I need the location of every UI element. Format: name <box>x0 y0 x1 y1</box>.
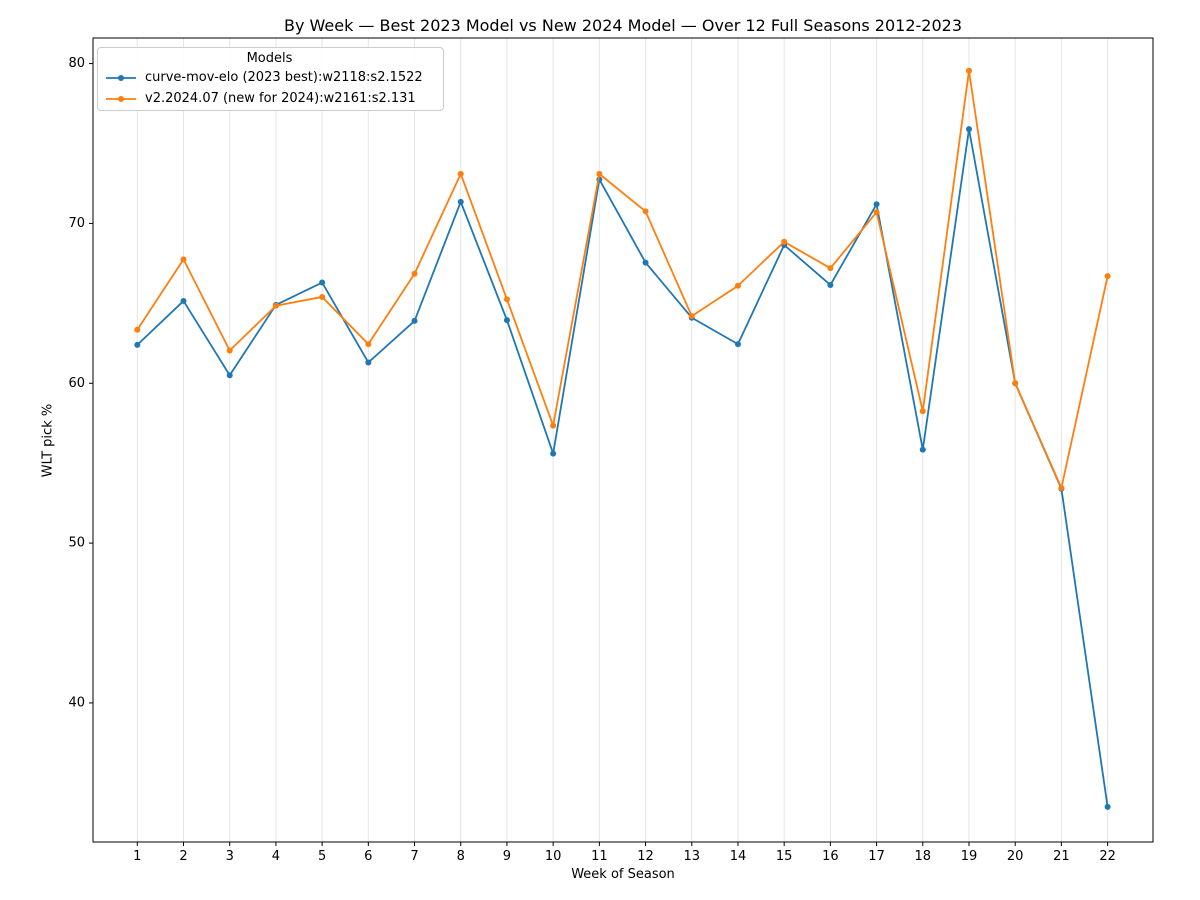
x-tick-label: 14 <box>730 849 747 864</box>
data-point-marker <box>550 450 557 457</box>
legend: Models curve-mov-elo (2023 best):w2118:s… <box>97 47 444 111</box>
legend-label-series-1: v2.2024.07 (new for 2024):w2161:s2.131 <box>145 91 416 106</box>
data-point-marker <box>827 281 834 288</box>
legend-title: Models <box>246 51 293 66</box>
x-tick-label: 19 <box>961 849 978 864</box>
chart-title: By Week — Best 2023 Model vs New 2024 Mo… <box>283 16 963 35</box>
x-tick-label: 9 <box>503 849 511 864</box>
data-point-marker <box>272 302 279 309</box>
plot-frame <box>92 37 1154 843</box>
x-tick-label: 17 <box>868 849 885 864</box>
series-line-1 <box>136 69 1109 489</box>
x-tick-label: 6 <box>364 849 372 864</box>
data-point-marker <box>365 341 372 348</box>
data-point-marker <box>1104 273 1111 280</box>
x-tick-label: 8 <box>457 849 465 864</box>
data-point-marker <box>226 347 233 354</box>
gridlines-layer <box>136 38 1109 842</box>
data-point-marker <box>873 201 880 208</box>
data-point-marker <box>319 279 326 286</box>
data-point-marker <box>411 317 418 324</box>
y-tick-label: 40 <box>68 695 85 710</box>
x-tick-label: 12 <box>637 849 654 864</box>
data-point-marker <box>734 282 741 289</box>
data-series-layer <box>134 67 1111 810</box>
data-point-marker <box>503 317 510 324</box>
data-point-marker <box>781 238 788 245</box>
data-point-marker <box>180 256 187 263</box>
x-tick-label: 11 <box>591 849 608 864</box>
legend-entry-series-1: v2.2024.07 (new for 2024):w2161:s2.131 <box>104 88 435 109</box>
data-point-marker <box>411 270 418 277</box>
data-point-marker <box>642 259 649 266</box>
y-tick-label: 50 <box>68 536 85 551</box>
x-tick-label: 20 <box>1007 849 1024 864</box>
data-point-marker <box>134 326 141 333</box>
x-tick-label: 3 <box>226 849 234 864</box>
data-point-marker <box>596 170 603 177</box>
x-tick-label: 7 <box>410 849 418 864</box>
line-marker-swatch-icon <box>106 95 136 102</box>
legend-entry-series-0: curve-mov-elo (2023 best):w2118:s2.1522 <box>104 67 435 88</box>
axis-ticks-layer: 1 2 3 4 5 6 7 8 9 10 11 12 13 14 15 16 17 18 19 20 21 2240506… <box>68 56 1115 864</box>
x-axis-label: Week of Season <box>571 867 675 882</box>
y-tick-label: 60 <box>68 376 85 391</box>
data-point-marker <box>457 198 464 205</box>
y-tick-label: 80 <box>68 56 85 71</box>
x-tick-label: 15 <box>776 849 793 864</box>
legend-label-series-0: curve-mov-elo (2023 best):w2118:s2.1522 <box>145 70 423 85</box>
data-point-marker <box>873 209 880 216</box>
x-tick-label: 2 <box>179 849 187 864</box>
x-tick-label: 13 <box>683 849 700 864</box>
series-line-0 <box>136 128 1109 807</box>
x-tick-label: 22 <box>1099 849 1116 864</box>
x-tick-label: 18 <box>915 849 932 864</box>
data-point-marker <box>365 359 372 366</box>
line-marker-swatch-icon <box>106 74 136 81</box>
y-axis-label: WLT pick % <box>40 403 56 478</box>
x-tick-label: 1 <box>133 849 141 864</box>
data-point-marker <box>642 208 649 215</box>
data-point-marker <box>226 372 233 379</box>
data-point-marker <box>688 313 695 320</box>
data-point-marker <box>180 297 187 304</box>
data-point-marker <box>827 265 834 272</box>
data-point-marker <box>1012 380 1019 387</box>
data-point-marker <box>134 341 141 348</box>
data-point-marker <box>457 170 464 177</box>
data-point-marker <box>965 67 972 74</box>
data-point-marker <box>734 341 741 348</box>
plot-frame-layer <box>92 37 1154 843</box>
data-point-marker <box>1104 803 1111 810</box>
data-point-marker <box>919 446 926 453</box>
x-tick-label: 4 <box>272 849 280 864</box>
data-point-marker <box>319 293 326 300</box>
data-point-marker <box>965 126 972 133</box>
x-tick-label: 10 <box>545 849 562 864</box>
y-tick-label: 70 <box>68 216 85 231</box>
data-point-marker <box>1058 484 1065 491</box>
data-point-marker <box>503 296 510 303</box>
x-tick-label: 16 <box>822 849 839 864</box>
x-tick-label: 5 <box>318 849 326 864</box>
data-point-marker <box>919 408 926 415</box>
data-point-marker <box>550 422 557 429</box>
x-tick-label: 21 <box>1053 849 1070 864</box>
